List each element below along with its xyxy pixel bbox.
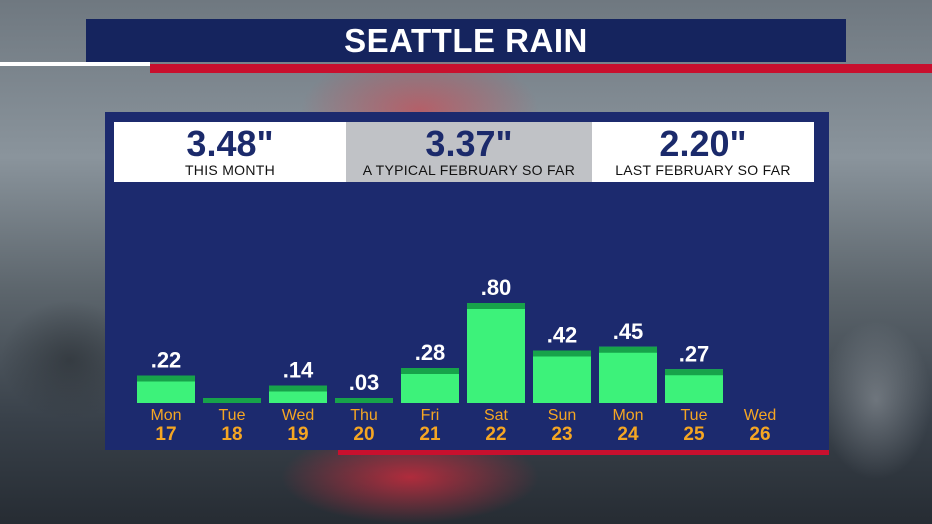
bar-cap [533,350,591,357]
x-tick-day-name: Tue [681,407,708,424]
x-tick-day-number: 21 [419,424,441,445]
x-tick-day-name: Wed [744,407,777,424]
x-tick-day-number: 18 [221,424,242,445]
title-accent-white-stripe [0,62,150,66]
stat-this-month: 3.48" THIS MONTH [114,122,346,182]
stat-label: A TYPICAL FEBRUARY SO FAR [362,161,576,178]
stat-value: 3.48" [186,122,274,164]
x-tick-day-name: Thu [350,407,378,424]
stat-typical-february: 3.37" A TYPICAL FEBRUARY SO FAR [346,122,592,182]
stat-last-february: 2.20" LAST FEBRUARY SO FAR [592,122,814,182]
background-blur-light-right [820,320,932,480]
bar-cap [599,346,657,353]
x-tick-day-number: 19 [287,424,308,445]
x-tick-day-name: Tue [219,407,246,424]
x-tick-day-number: 25 [683,424,705,445]
bar [599,346,657,403]
data-label: .27 [679,341,710,366]
bar-cap [467,303,525,309]
bar [467,303,525,403]
x-tick-day-name: Fri [421,407,440,424]
bar-cap [203,398,261,403]
data-label: .45 [613,319,644,344]
stat-label: LAST FEBRUARY SO FAR [615,161,791,178]
bar-cap [665,369,723,376]
x-tick-day-name: Mon [612,407,643,424]
bar-cap [401,368,459,374]
page-title: SEATTLE RAIN [344,21,588,59]
x-tick-day-number: 26 [749,424,770,445]
x-tick-day-name: Wed [282,407,315,424]
x-tick-day-name: Sat [484,407,509,424]
data-label: .14 [283,358,314,383]
stat-value: 3.37" [425,122,513,164]
bar-cap [269,385,327,392]
panel-accent-red-stripe [338,450,829,455]
stat-value: 2.20" [659,122,747,164]
stats-row: 3.48" THIS MONTH 3.37" A TYPICAL FEBRUAR… [114,122,814,182]
bar-cap [137,375,195,382]
data-label: .42 [547,323,578,348]
x-tick-day-number: 20 [353,424,374,445]
stat-label: THIS MONTH [184,161,276,178]
bar-cap [335,398,393,403]
x-tick-day-number: 24 [617,424,639,445]
data-label: .22 [151,348,182,373]
data-label: .28 [415,340,446,365]
x-tick-day-number: 17 [155,424,176,445]
x-tick-day-number: 22 [485,424,506,445]
data-label: .03 [349,370,380,395]
title-bar: SEATTLE RAIN [86,19,846,62]
x-tick-day-name: Mon [150,407,181,424]
x-tick-day-number: 23 [551,424,572,445]
title-accent-red-stripe [150,64,932,73]
data-label: .80 [481,275,512,300]
x-tick-day-name: Sun [548,407,576,424]
bar [533,350,591,403]
